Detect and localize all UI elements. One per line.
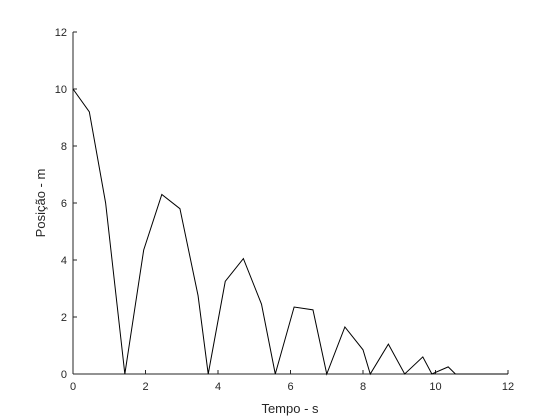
x-tick-label: 4 [215,381,221,393]
y-tick-label: 2 [61,312,67,324]
x-tick-label: 6 [287,381,293,393]
y-axis-label: Posição - m [33,169,48,238]
x-tick-label: 12 [502,381,514,393]
y-tick-label: 6 [61,198,67,210]
x-axis-label: Tempo - s [261,401,319,416]
plot-area: 0 2 4 6 8 10 12 0 2 4 6 8 10 12 [55,27,514,393]
y-tick-label: 4 [61,255,67,267]
y-tick-label: 0 [61,369,67,381]
y-tick-label: 8 [61,141,67,153]
y-tick-label: 12 [55,27,67,39]
x-tick-label: 10 [429,381,441,393]
x-tick-label: 2 [142,381,148,393]
y-tick-label: 10 [55,84,67,96]
series-line-0 [72,88,508,376]
x-tick-label: 0 [70,381,76,393]
x-tick-label: 8 [360,381,366,393]
